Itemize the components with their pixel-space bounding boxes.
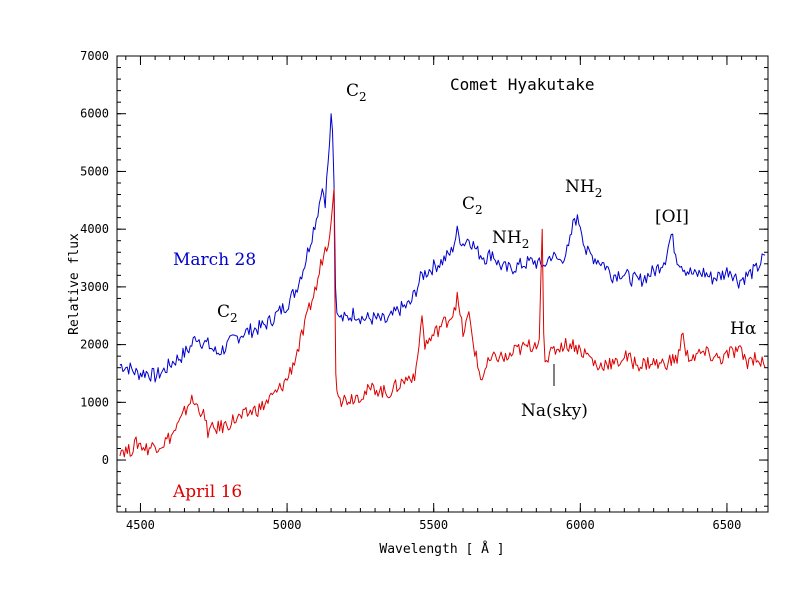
y-tick-label: 7000 (80, 49, 109, 63)
plot-frame (116, 55, 769, 513)
annotation-nh2-5700: NH2 (492, 228, 529, 251)
series-line-april-16 (119, 188, 766, 458)
x-axis-title: Wavelength [ Å ] (379, 541, 504, 557)
y-tick-label: 4000 (80, 222, 109, 236)
y-tick-label: 1000 (80, 395, 109, 409)
annotation-c2-5600: C2 (462, 194, 483, 217)
y-tick-label: 6000 (80, 107, 109, 121)
y-axis-title: Relative flux (67, 233, 82, 335)
x-tick-label: 4500 (126, 518, 155, 532)
legend-march-28: March 28 (173, 250, 256, 270)
annotation-na-sky: Na(sky) (521, 401, 588, 421)
annotation-halpha: Hα (730, 319, 757, 339)
y-tick-label: 5000 (80, 164, 109, 178)
x-tick-label: 5000 (273, 518, 302, 532)
y-tick-label: 0 (102, 453, 109, 467)
annotation-oi: [OI] (655, 207, 689, 227)
annotation-c2-peak: C2 (346, 81, 367, 104)
x-tick-label: 6500 (712, 518, 741, 532)
axis-ticks: 4500 5000 5500 6000 6500 0 1000 2000 3000 4000 500… (80, 49, 768, 532)
series-line-march-28 (119, 113, 766, 383)
legend-april-16: April 16 (172, 482, 242, 502)
y-tick-label: 2000 (80, 338, 109, 352)
annotation-c2-4700: C2 (217, 302, 238, 325)
series-layer (119, 113, 766, 458)
x-tick-label: 5500 (419, 518, 448, 532)
annotation-nh2-6000: NH2 (565, 177, 602, 200)
x-tick-label: 6000 (566, 518, 595, 532)
y-tick-label: 3000 (80, 280, 109, 294)
chart-title: Comet Hyakutake (450, 75, 595, 94)
